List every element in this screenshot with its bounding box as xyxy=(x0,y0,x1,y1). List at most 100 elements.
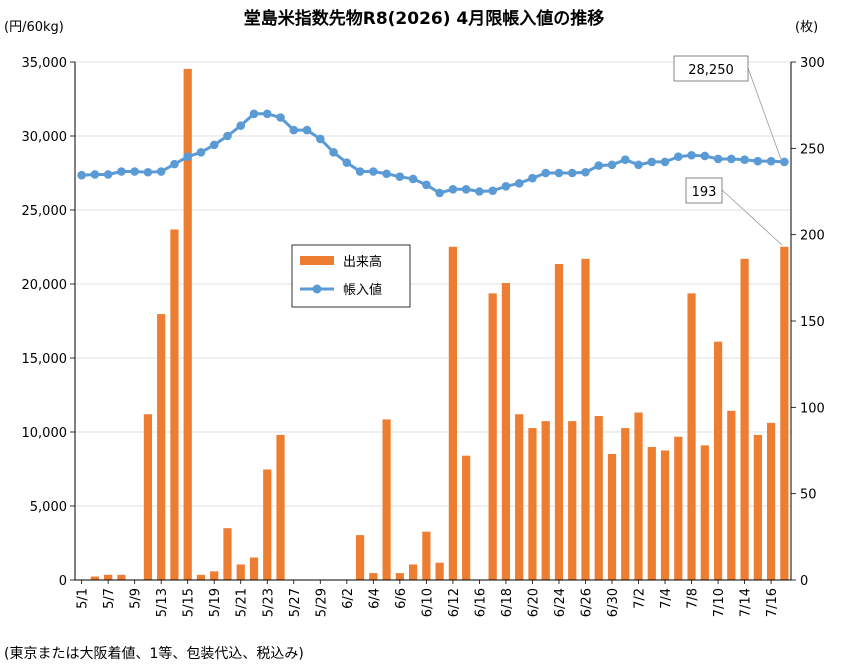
settlement-marker xyxy=(262,109,272,119)
settlement-marker xyxy=(528,173,537,183)
x-tick-label: 6/30 xyxy=(606,588,621,617)
volume-bar xyxy=(183,68,192,580)
settlement-marker xyxy=(475,187,484,196)
settlement-marker xyxy=(687,150,696,160)
settlement-marker xyxy=(673,152,683,162)
right-axis-unit: (枚) xyxy=(795,20,818,35)
annotation-last-volume: 193 xyxy=(685,177,783,246)
settlement-marker xyxy=(315,134,325,144)
left-tick-label: 35,000 xyxy=(22,56,68,71)
x-tick-label: 5/21 xyxy=(235,588,250,617)
settlement-marker xyxy=(501,182,511,191)
settlement-marker xyxy=(634,160,643,170)
volume-bar xyxy=(236,564,245,580)
settlement-marker xyxy=(249,109,259,119)
right-ticks: 0 50 100 150 200 250 300 xyxy=(791,56,825,589)
settlement-marker xyxy=(236,121,246,130)
left-tick-label: 30,000 xyxy=(22,130,68,145)
volume-bars xyxy=(90,68,789,580)
x-tick-label: 6/10 xyxy=(420,588,435,617)
volume-bar xyxy=(674,436,683,580)
left-tick-label: 20,000 xyxy=(22,278,68,293)
volume-bar xyxy=(462,455,471,580)
settlement-marker xyxy=(461,184,471,194)
settlement-marker xyxy=(408,174,418,184)
settlement-marker xyxy=(660,157,670,167)
settlement-marker xyxy=(740,155,749,164)
settlement-marker xyxy=(567,168,577,178)
x-tick-label: 5/13 xyxy=(155,588,170,617)
legend-settlement-marker xyxy=(312,284,322,294)
x-tick-label: 6/16 xyxy=(473,588,488,617)
volume-bar xyxy=(634,412,643,580)
x-tick-label: 7/2 xyxy=(633,588,648,609)
volume-bar xyxy=(647,447,656,580)
settlement-marker xyxy=(382,169,391,179)
right-tick-label: 250 xyxy=(800,142,825,157)
volume-bar xyxy=(276,434,285,580)
right-tick-label: 100 xyxy=(800,401,825,416)
volume-bar xyxy=(382,419,391,580)
settlement-marker xyxy=(90,170,100,179)
volume-bar xyxy=(581,258,590,580)
volume-bar xyxy=(687,293,696,580)
x-tick-label: 7/14 xyxy=(739,588,754,617)
volume-bar xyxy=(541,421,550,580)
settlement-marker xyxy=(103,170,113,179)
settlement-marker xyxy=(727,154,736,164)
volume-bar xyxy=(780,246,789,580)
legend-box xyxy=(291,244,411,308)
x-tick-label: 5/15 xyxy=(182,588,197,617)
volume-bar xyxy=(607,453,617,580)
settlement-marker xyxy=(766,156,776,166)
settlement-marker xyxy=(289,125,299,135)
volume-bar xyxy=(196,574,206,580)
left-axis-unit: (円/60kg) xyxy=(4,20,64,35)
x-tick-label: 6/18 xyxy=(500,588,515,617)
callout-leader-settlement xyxy=(747,67,783,163)
settlement-marker xyxy=(170,159,179,169)
right-tick-label: 150 xyxy=(800,315,825,330)
x-tick-label: 5/29 xyxy=(314,588,329,617)
volume-bar xyxy=(223,528,232,580)
settlement-marker xyxy=(700,151,710,161)
volume-bar xyxy=(104,574,113,580)
settlement-marker xyxy=(620,155,630,164)
settlement-marker xyxy=(223,131,232,141)
settlement-marker xyxy=(488,186,497,196)
x-tick-label: 7/16 xyxy=(765,588,780,617)
x-tick-label: 5/27 xyxy=(288,588,303,617)
x-tick-label: 7/4 xyxy=(659,588,674,609)
volume-bar xyxy=(515,414,524,580)
settlement-marker xyxy=(355,167,365,176)
volume-bar xyxy=(767,422,776,580)
volume-bar xyxy=(700,445,709,580)
settlement-marker xyxy=(713,154,723,164)
x-tick-label: 6/12 xyxy=(447,588,462,617)
x-tick-label: 5/19 xyxy=(208,588,223,617)
legend-volume-label: 出来高 xyxy=(343,254,382,270)
legend-settlement-label: 帳入値 xyxy=(343,282,382,298)
settlement-marker xyxy=(607,160,617,170)
legend-volume-swatch xyxy=(300,256,334,265)
volume-bar xyxy=(435,562,444,580)
volume-bar xyxy=(117,574,126,580)
x-tick-label: 6/20 xyxy=(526,588,541,617)
settlement-marker xyxy=(594,161,604,170)
settlement-marker xyxy=(647,157,657,167)
settlement-marker xyxy=(541,168,551,178)
right-tick-label: 50 xyxy=(800,488,817,503)
settlement-marker xyxy=(422,180,431,190)
volume-bar xyxy=(727,410,736,580)
settlement-marker xyxy=(77,170,86,180)
volume-bar xyxy=(594,415,603,580)
settlement-line xyxy=(77,109,789,198)
volume-bar xyxy=(660,450,670,580)
settlement-marker xyxy=(554,168,564,178)
volume-bar xyxy=(157,314,166,580)
volume-bar xyxy=(528,428,537,580)
callout-text-settlement: 28,250 xyxy=(688,63,734,78)
volume-bar xyxy=(369,573,378,580)
left-ticks: 0 5,000 10,000 15,000 20,000 25,000 30,000 35,0… xyxy=(22,56,75,589)
